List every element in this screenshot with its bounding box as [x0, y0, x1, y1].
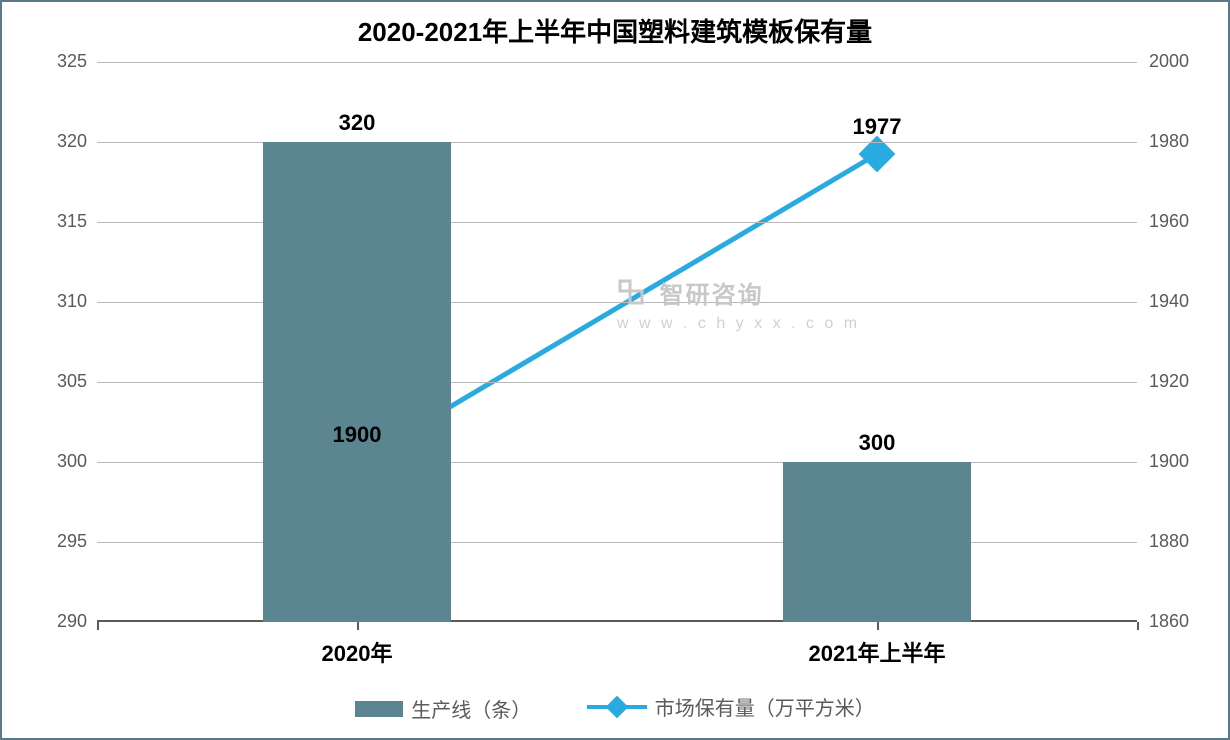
y-left-tick-label: 325 — [27, 51, 87, 72]
chart-title: 2020-2021年上半年中国塑料建筑模板保有量 — [2, 12, 1228, 49]
legend-item-line: 市场保有量（万平方米） — [587, 692, 875, 721]
plot-area: 2901860295188030019003051920310194031519… — [97, 62, 1137, 622]
x-tick — [1137, 622, 1139, 630]
bar — [783, 462, 970, 622]
y-right-tick-label: 1860 — [1149, 611, 1209, 632]
legend-item-bar: 生产线（条） — [355, 694, 531, 723]
bar-data-label: 320 — [339, 110, 376, 136]
line-series-overlay — [97, 62, 1137, 622]
gridline — [97, 62, 1137, 63]
gridline — [97, 542, 1137, 543]
y-left-tick-label: 310 — [27, 291, 87, 312]
y-left-tick-label: 300 — [27, 451, 87, 472]
y-right-tick-label: 1960 — [1149, 211, 1209, 232]
x-tick — [97, 622, 99, 630]
legend-line-diamond-icon — [605, 695, 628, 718]
y-left-tick-label: 315 — [27, 211, 87, 232]
line-data-label: 1977 — [853, 114, 902, 140]
gridline — [97, 302, 1137, 303]
legend-line-swatch — [587, 697, 647, 717]
gridline — [97, 142, 1137, 143]
y-right-tick-label: 1940 — [1149, 291, 1209, 312]
y-right-tick-label: 1920 — [1149, 371, 1209, 392]
x-tick — [877, 622, 879, 630]
legend-bar-label: 生产线（条） — [411, 694, 531, 723]
bar — [263, 142, 450, 622]
x-category-label: 2020年 — [322, 636, 393, 668]
legend-line-label: 市场保有量（万平方米） — [655, 692, 875, 721]
gridline — [97, 222, 1137, 223]
y-right-tick-label: 1980 — [1149, 131, 1209, 152]
y-left-tick-label: 320 — [27, 131, 87, 152]
y-left-tick-label: 305 — [27, 371, 87, 392]
y-right-tick-label: 1880 — [1149, 531, 1209, 552]
chart-container: 2020-2021年上半年中国塑料建筑模板保有量 290 1860 295 1880 3… — [0, 0, 1230, 740]
gridline — [97, 462, 1137, 463]
line-data-label: 1900 — [333, 422, 382, 448]
legend: 生产线（条） 市场保有量（万平方米） — [2, 692, 1228, 723]
x-category-label: 2021年上半年 — [809, 636, 946, 668]
gridline — [97, 382, 1137, 383]
bar-data-label: 300 — [859, 430, 896, 456]
y-left-tick-label: 295 — [27, 531, 87, 552]
y-right-tick-label: 2000 — [1149, 51, 1209, 72]
x-tick — [357, 622, 359, 630]
y-left-tick-label: 290 — [27, 611, 87, 632]
legend-bar-swatch — [355, 701, 403, 717]
y-right-tick-label: 1900 — [1149, 451, 1209, 472]
